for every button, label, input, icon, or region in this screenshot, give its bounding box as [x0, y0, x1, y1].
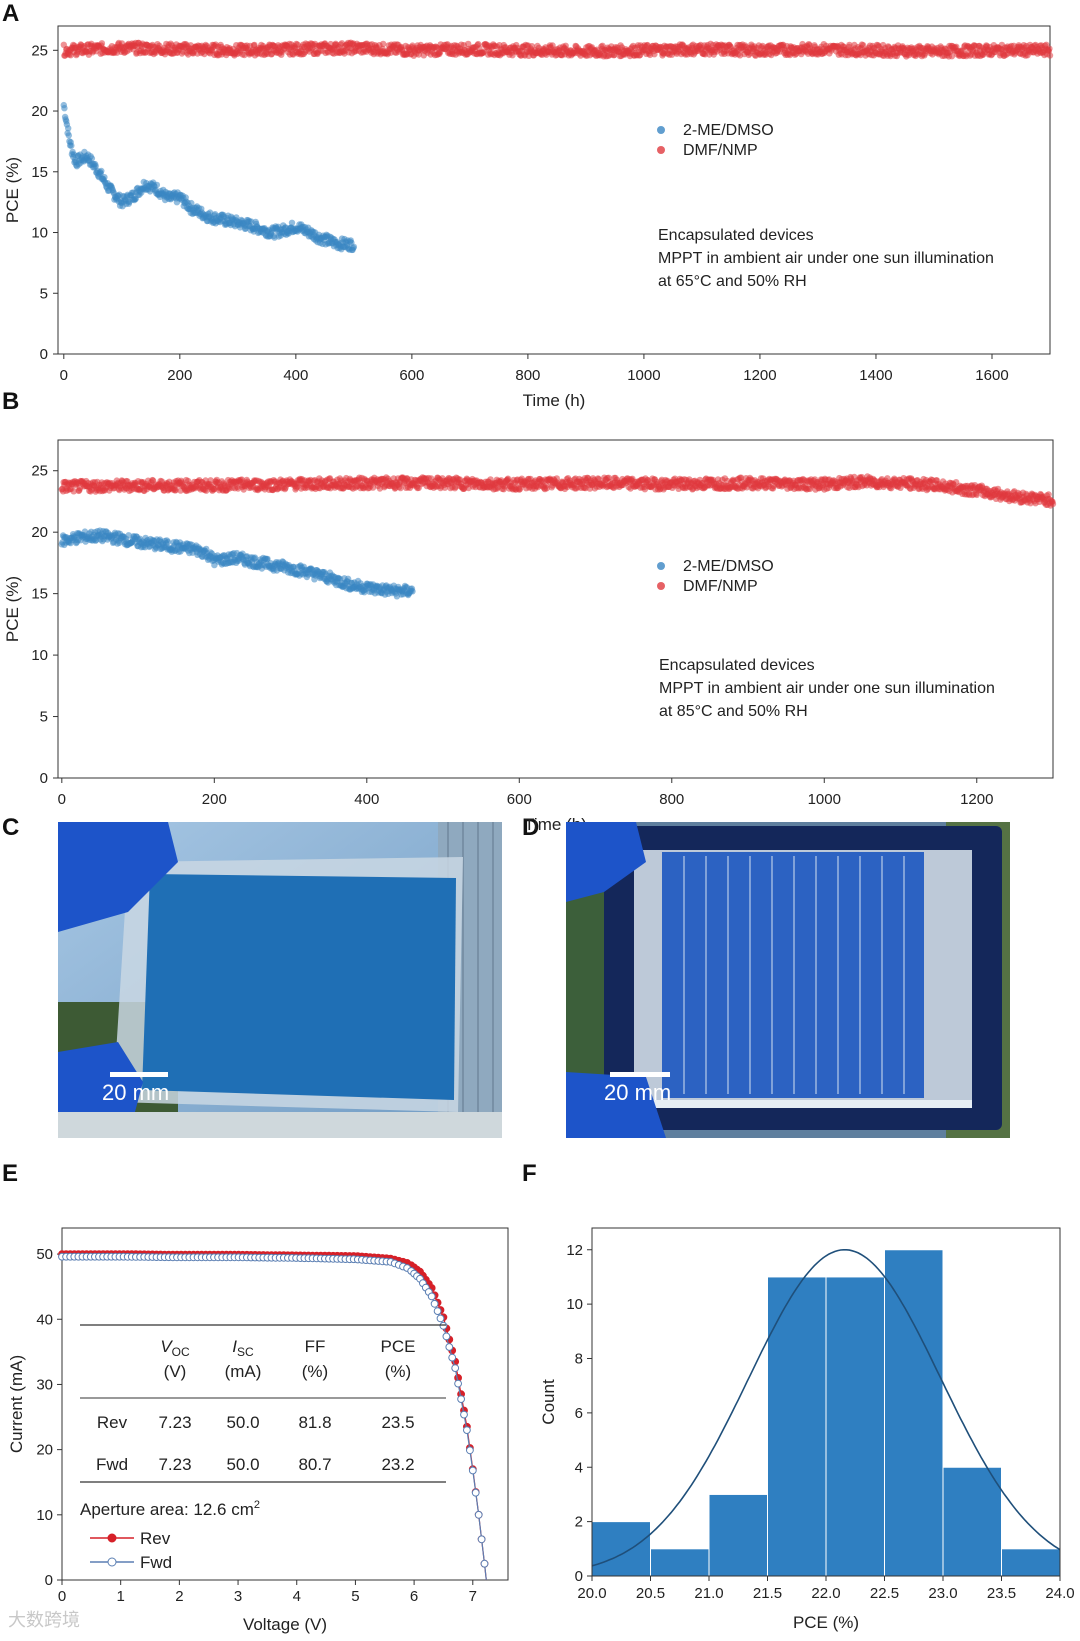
chart-F-bar-4 [825, 1276, 885, 1577]
chart-F-ytick-label-5: 10 [566, 1296, 583, 1313]
chart-F-xtick-label-6: 23.0 [928, 1585, 957, 1602]
chart-A-ytick-label-4: 20 [31, 103, 48, 120]
chart-F-ytick-label-6: 12 [566, 1242, 583, 1259]
chart-A-ytick-label-2: 10 [31, 225, 48, 242]
chart-F-ytick-label-4: 8 [575, 1351, 583, 1368]
chart-A-ytick-label-0: 0 [40, 346, 48, 363]
chart-A-ytick-label-3: 15 [31, 164, 48, 181]
panel-letter-e: E [2, 1160, 19, 1187]
chart-F-xtick-label-4: 22.0 [811, 1585, 840, 1602]
chart-F-xtick-label-8: 24.0 [1045, 1585, 1074, 1602]
chart-F-xlabel: PCE (%) [793, 1613, 859, 1632]
chart-A-xtick-label-4: 800 [515, 367, 540, 384]
chart-F-ylabel: Count [539, 1379, 558, 1425]
chart-A-point-1-511 [380, 40, 387, 48]
chart-F-bar-7 [1001, 1548, 1061, 1577]
chart-A-xtick-label-0: 0 [60, 367, 68, 384]
chart-F-ytick-label-1: 2 [575, 1514, 583, 1531]
chart-F-bar-5 [884, 1249, 944, 1577]
chart-A-xtick-label-3: 600 [399, 367, 424, 384]
chart-F-bar-1 [650, 1548, 710, 1577]
chart-A-point-0-149 [153, 181, 161, 189]
chart-F-bar-0 [591, 1521, 651, 1577]
chart-A-series-1 [60, 39, 1054, 60]
chart-a-stability-65c: 0 200 400 600 800 1000 1200 1400 1600 0 5 10 15 20 25 T… [3, 25, 1054, 410]
chart-A-ylabel: PCE (%) [3, 157, 22, 223]
chart-F-xtick-label-3: 21.5 [753, 1585, 782, 1602]
chart-A-point-0-8 [65, 132, 73, 139]
chart-A-point-0-204 [188, 199, 195, 207]
chart-A-xlabel: Time (h) [523, 391, 586, 410]
chart-A-point-0-365 [288, 219, 296, 226]
chart-A-xtick-label-1: 200 [167, 367, 192, 384]
chart-F-bar-6 [942, 1466, 1002, 1577]
chart-A-point-0-12 [68, 142, 75, 149]
chart-A-point-0-1 [61, 105, 68, 112]
chart-A-point-1-61 [98, 40, 106, 47]
chart-A-point-0-51 [92, 162, 99, 170]
chart-F-ytick-label-2: 4 [575, 1459, 583, 1476]
chart-A-point-0-60 [98, 167, 105, 175]
chart-A-point-0-7 [65, 125, 72, 132]
chart-A-xtick-label-8: 1600 [975, 367, 1008, 384]
chart-F-xtick-label-0: 20.0 [577, 1585, 606, 1602]
watermark-text: 大数跨境 [8, 1610, 80, 1630]
chart-F-xtick-label-1: 20.5 [636, 1585, 665, 1602]
chart-A-xtick-label-6: 1200 [743, 367, 776, 384]
chart-F-xtick-label-2: 21.0 [694, 1585, 723, 1602]
chart-A-xtick-label-5: 1000 [627, 367, 660, 384]
chart-A-ytick-label-5: 25 [31, 42, 48, 59]
chart-F-bar-2 [708, 1493, 768, 1577]
chart-A-point-0-45 [88, 155, 96, 162]
panel-letter-b: B [2, 388, 20, 415]
chart-F-xtick-label-7: 23.5 [987, 1585, 1016, 1602]
panel-letter-c: C [2, 814, 20, 841]
chart-A-point-0-464 [350, 243, 358, 251]
panel-letter-f: F [522, 1160, 537, 1187]
chart-A-series-0 [60, 101, 358, 254]
chart-F-ytick-label-0: 0 [575, 1568, 583, 1585]
chart-F-xtick-label-5: 22.5 [870, 1585, 899, 1602]
panel-letter-a: A [2, 0, 20, 27]
chart-A-point-0-65 [101, 174, 108, 181]
panel-letter-d: D [522, 814, 540, 841]
chart-A-xtick-label-2: 400 [283, 367, 308, 384]
chart-F-ytick-label-3: 6 [575, 1405, 583, 1422]
chart-A-xtick-label-7: 1400 [859, 367, 892, 384]
chart-A-ytick-label-1: 5 [40, 285, 48, 302]
chart-A-frame [57, 25, 1051, 355]
